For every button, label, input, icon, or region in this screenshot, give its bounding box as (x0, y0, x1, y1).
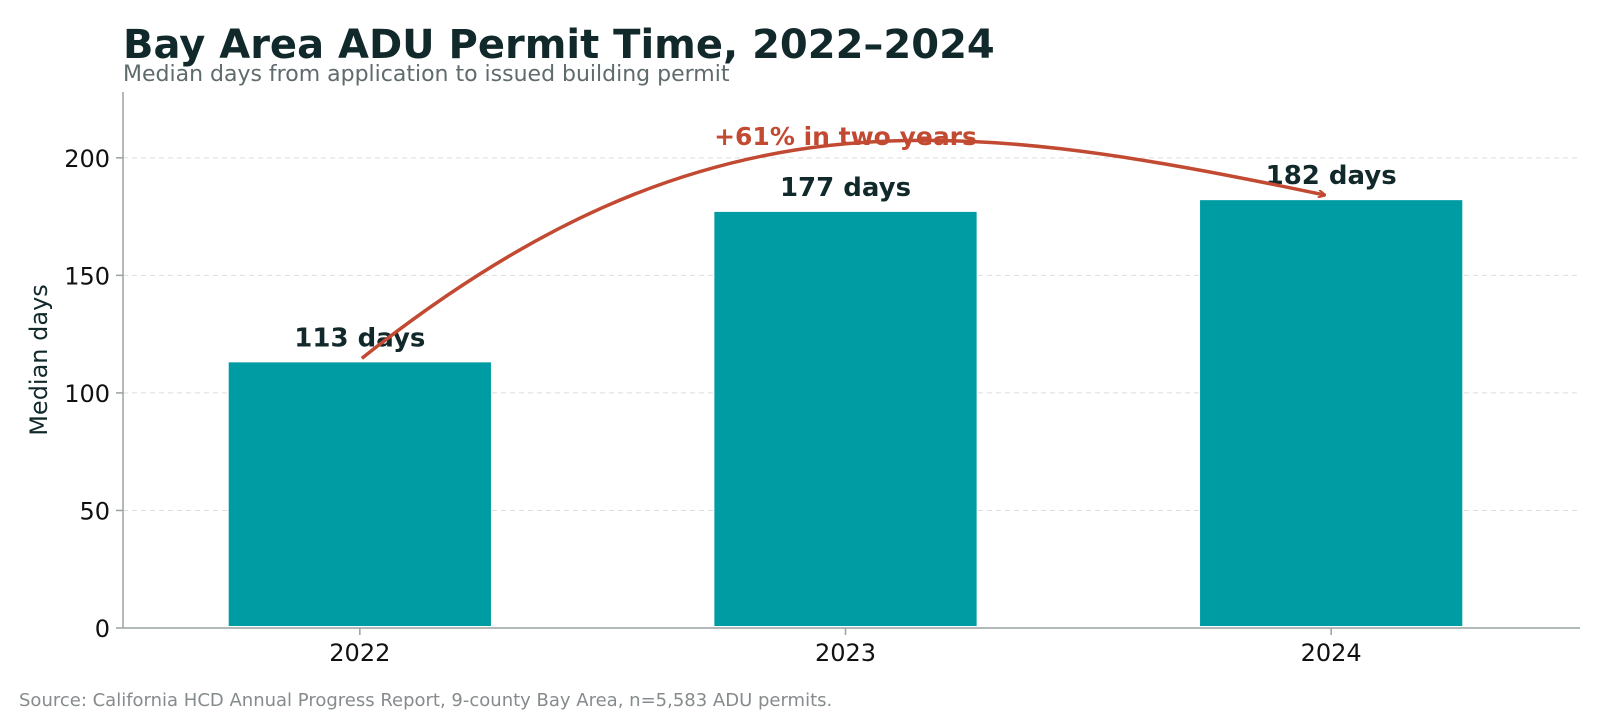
y-tick-labels: 0 50 100 150 200 (64, 145, 123, 643)
annotation: +61% in two years (360, 122, 1325, 360)
y-tick-label: 100 (64, 380, 110, 408)
bars (228, 200, 1463, 627)
bar-2023 (714, 211, 977, 627)
x-tick-label: 2024 (1301, 639, 1362, 667)
chart-subtitle: Median days from application to issued b… (123, 62, 730, 87)
y-tick-label: 50 (79, 497, 110, 525)
data-label: 177 days (780, 173, 911, 203)
y-tick-label: 150 (64, 262, 110, 290)
bar-2022 (228, 362, 491, 626)
x-tick-labels: 2022 2023 2024 (329, 628, 1362, 667)
y-tick-label: 200 (64, 145, 110, 173)
bar-2024 (1200, 200, 1463, 626)
data-label: 113 days (294, 323, 425, 353)
annotation-text: +61% in two years (714, 122, 977, 151)
source-note: Source: California HCD Annual Progress R… (19, 690, 832, 711)
chart-title: Bay Area ADU Permit Time, 2022–2024 (123, 22, 995, 68)
x-tick-label: 2023 (815, 639, 876, 667)
x-tick-label: 2022 (329, 639, 390, 667)
axes (122, 92, 1580, 629)
y-axis-label: Median days (25, 284, 53, 436)
annotation-arrow (360, 138, 1325, 360)
y-tick-label: 0 (95, 615, 110, 643)
